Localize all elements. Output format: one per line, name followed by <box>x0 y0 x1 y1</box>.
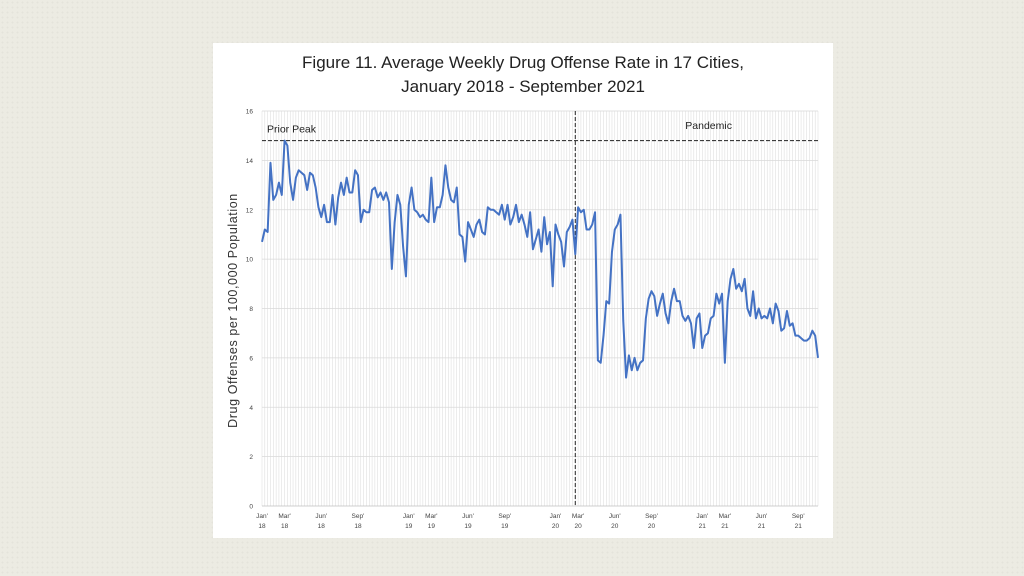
x-tick-month: Sep' <box>352 513 365 520</box>
x-tick-year: 20 <box>574 523 582 530</box>
x-axis-ticks: Jan' 18 Mar' 18 Jun' 18 Sep' 18 Jan' 19 Mar' 19 Jun'… <box>256 513 805 530</box>
x-tick-year: 20 <box>552 523 560 530</box>
x-tick-year: 21 <box>795 523 803 530</box>
pandemic-label: Pandemic <box>685 120 732 132</box>
x-tick-year: 20 <box>648 523 656 530</box>
x-tick-month: Sep' <box>645 513 658 520</box>
y-tick-label: 0 <box>249 504 253 511</box>
x-tick-year: 21 <box>721 523 729 530</box>
series-group <box>261 139 819 379</box>
x-tick-month: Jun' <box>609 513 621 520</box>
y-axis-ticks: 0 2 4 6 8 10 12 14 16 <box>246 109 254 511</box>
x-tick-year: 19 <box>405 523 413 530</box>
chart-title-line-1: Figure 11. Average Weekly Drug Offense R… <box>302 53 744 72</box>
y-tick-label: 8 <box>249 306 253 313</box>
y-tick-label: 6 <box>249 355 253 362</box>
x-tick-month: Jun' <box>315 513 327 520</box>
x-tick-year: 19 <box>464 523 472 530</box>
x-tick-year: 18 <box>258 523 266 530</box>
y-tick-label: 12 <box>246 207 254 214</box>
y-tick-label: 14 <box>246 158 254 165</box>
x-tick-year: 21 <box>699 523 707 530</box>
grid-lines <box>261 110 819 507</box>
x-tick-month: Mar' <box>719 513 731 520</box>
x-tick-month: Jan' <box>403 513 415 520</box>
x-tick-year: 21 <box>758 523 766 530</box>
prior-peak-label: Prior Peak <box>267 124 317 136</box>
chart-title: Figure 11. Average Weekly Drug Offense R… <box>213 51 833 99</box>
x-tick-month: Jun' <box>462 513 474 520</box>
x-tick-month: Mar' <box>278 513 290 520</box>
x-tick-year: 19 <box>428 523 436 530</box>
y-tick-label: 4 <box>249 405 253 412</box>
x-tick-month: Mar' <box>572 513 584 520</box>
x-tick-month: Sep' <box>498 513 511 520</box>
y-tick-label: 10 <box>246 257 254 264</box>
y-tick-label: 16 <box>246 109 254 116</box>
x-tick-month: Sep' <box>792 513 805 520</box>
x-tick-year: 18 <box>318 523 326 530</box>
y-axis-label: Drug Offenses per 100,000 Population <box>226 193 240 428</box>
x-tick-month: Jan' <box>256 513 268 520</box>
chart-title-line-2: January 2018 - September 2021 <box>401 77 645 96</box>
x-tick-year: 19 <box>501 523 509 530</box>
x-tick-month: Jun' <box>756 513 768 520</box>
y-tick-label: 2 <box>249 454 253 461</box>
x-tick-year: 18 <box>354 523 362 530</box>
x-tick-month: Mar' <box>425 513 437 520</box>
series-line <box>261 139 819 379</box>
x-tick-month: Jan' <box>550 513 562 520</box>
x-tick-month: Jan' <box>696 513 708 520</box>
x-tick-year: 18 <box>281 523 289 530</box>
x-tick-year: 20 <box>611 523 619 530</box>
